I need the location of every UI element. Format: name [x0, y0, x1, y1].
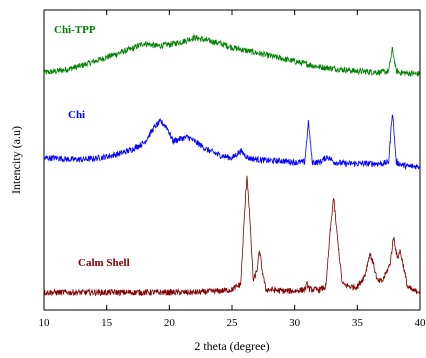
series-line-chi-tpp — [43, 33, 421, 78]
x-axis-ticks: 10 15 20 25 30 35 40 — [39, 10, 426, 329]
series-line-chi — [43, 114, 421, 171]
x-tick-label: 15 — [101, 317, 113, 329]
series-label-calm-shell: Calm Shell — [78, 257, 130, 269]
series-line-calm-shell — [43, 175, 421, 297]
x-tick-label: 25 — [227, 317, 239, 329]
x-tick-label: 30 — [289, 317, 301, 329]
series-label-chi: Chi — [68, 109, 85, 121]
series-curves — [43, 33, 421, 297]
x-tick-label: 40 — [415, 317, 426, 329]
x-tick-label: 20 — [164, 317, 176, 329]
series-labels: Chi-TPP Chi Calm Shell — [54, 24, 130, 269]
y-axis-label: Intencity (a.u) — [9, 126, 23, 194]
series-label-chi-tpp: Chi-TPP — [54, 24, 96, 36]
x-tick-label: 10 — [39, 317, 51, 329]
x-tick-label: 35 — [352, 317, 364, 329]
x-axis-label: 2 theta (degree) — [194, 339, 269, 353]
